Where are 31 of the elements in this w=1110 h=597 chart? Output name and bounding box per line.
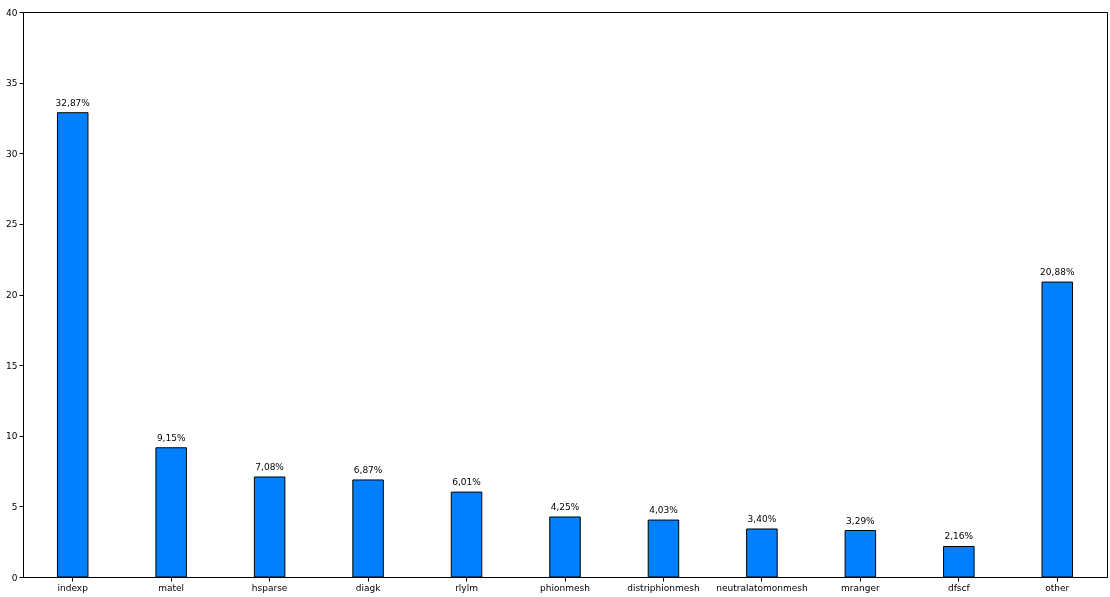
y-tick-label: 25: [6, 219, 18, 230]
y-tick-label: 10: [6, 431, 18, 442]
data-label: 3,29%: [846, 515, 876, 526]
y-tick-label: 5: [11, 501, 18, 512]
y-tick-label: 15: [6, 360, 18, 371]
data-label: 3,40%: [747, 513, 777, 524]
data-label: 6,01%: [452, 477, 482, 488]
x-tick-label: matel: [158, 582, 185, 593]
x-tick-label: mranger: [841, 582, 880, 593]
y-tick-label: 0: [11, 572, 18, 583]
data-label: 4,03%: [649, 505, 679, 516]
data-label: 7,08%: [255, 461, 285, 472]
x-tick-label: dfscf: [947, 582, 971, 593]
x-tick-label: distriphionmesh: [627, 582, 700, 593]
x-tick-label: indexp: [57, 582, 89, 593]
x-tick-label: diagk: [355, 582, 382, 593]
x-tick-label: phionmesh: [540, 582, 590, 593]
x-tick-label: rlylm: [455, 582, 478, 593]
x-tick-label: hsparse: [251, 582, 288, 593]
data-label: 4,25%: [550, 501, 580, 512]
data-label: 2,16%: [944, 531, 974, 542]
y-tick-label: 35: [6, 78, 18, 89]
y-tick-label: 40: [6, 7, 18, 18]
x-tick-label: neutralatomonmesh: [716, 582, 808, 593]
data-label: 6,87%: [353, 464, 383, 475]
y-tick-label: 30: [6, 148, 18, 159]
data-label: 9,15%: [156, 432, 186, 443]
x-tick-label: other: [1045, 582, 1070, 593]
data-label: 32,87%: [55, 97, 91, 108]
data-label: 20,88%: [1040, 267, 1075, 278]
y-tick-label: 20: [6, 290, 18, 300]
